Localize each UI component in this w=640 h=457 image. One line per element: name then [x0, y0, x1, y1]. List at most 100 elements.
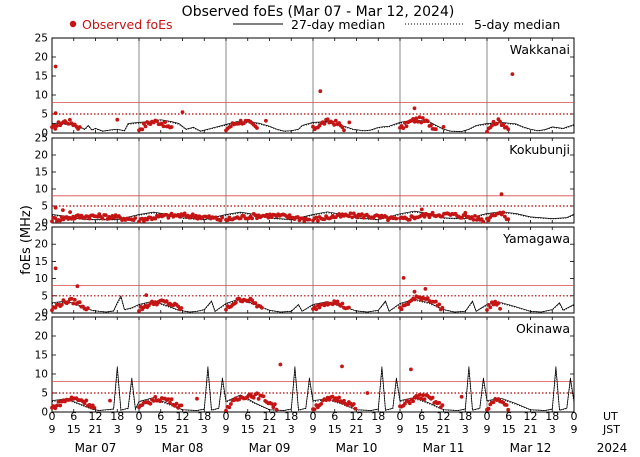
x-tick-label-ut: 18	[284, 410, 298, 423]
x-tick-label-ut: 18	[458, 410, 472, 423]
x-tick-label-jst: 21	[524, 423, 538, 436]
observed-point	[506, 407, 511, 412]
observed-point	[264, 118, 268, 123]
observed-point	[274, 407, 279, 412]
observed-point	[58, 403, 63, 408]
x-tick-label-jst: 9	[223, 423, 230, 436]
observed-point	[314, 307, 319, 312]
observed-point	[53, 305, 58, 310]
x-tick-label-ut: 0	[571, 410, 578, 423]
observed-point	[97, 212, 102, 217]
observed-point	[220, 215, 225, 220]
observed-point	[409, 367, 413, 372]
observed-point	[486, 218, 491, 223]
observed-point	[340, 301, 345, 306]
x-tick-label-ut: 6	[505, 410, 512, 423]
y-tick-label: 5	[41, 109, 48, 121]
observed-point	[158, 399, 163, 404]
y-tick-label: 20	[35, 239, 48, 251]
observed-point	[159, 121, 164, 126]
observed-point	[150, 299, 154, 304]
observed-point	[440, 403, 445, 408]
station-label: Kokubunji	[509, 142, 570, 157]
x-tick-label-ut: 12	[89, 410, 103, 423]
observed-point	[255, 391, 259, 396]
observed-point	[360, 212, 364, 217]
panel-wakkanai: 0 5 10 15 20 25 Wakkanai	[35, 33, 575, 140]
y-tick-label: 25	[35, 33, 48, 45]
observed-point	[55, 124, 59, 128]
x-tick-label-jst: 15	[502, 423, 516, 436]
x-tick-label-jst: 9	[49, 423, 56, 436]
observed-point	[164, 299, 169, 304]
observed-point	[463, 210, 468, 215]
x-year-label: 2024	[597, 441, 628, 455]
legend-observed-label: Observed foEs	[82, 17, 173, 32]
median-5day-line	[51, 120, 575, 133]
observed-point	[69, 296, 74, 301]
observed-point	[420, 116, 425, 120]
observed-point	[66, 121, 71, 126]
observed-point	[55, 403, 59, 408]
x-tick-label-jst: 9	[484, 423, 491, 436]
legend-median27-label: 27-day median	[291, 17, 385, 32]
x-tick-label-ut: 0	[310, 410, 317, 423]
observed-point	[501, 210, 506, 215]
observed-point	[485, 129, 489, 134]
observed-point	[420, 393, 425, 398]
x-tick-label-jst: 9	[397, 423, 404, 436]
observed-point	[278, 362, 283, 367]
observed-point	[100, 216, 105, 221]
y-tick-label: 0	[41, 407, 48, 419]
observed-point	[255, 126, 259, 130]
observed-point	[434, 299, 438, 304]
x-tick-label-jst: 21	[89, 423, 103, 436]
observed-point	[384, 215, 389, 219]
observed-point	[469, 215, 474, 219]
observed-point	[72, 297, 77, 302]
observed-point	[153, 395, 158, 399]
observed-point	[425, 296, 430, 301]
x-tick-label-jst: 3	[375, 423, 382, 436]
observed-point	[58, 218, 63, 223]
observed-point	[481, 219, 486, 224]
observed-point	[264, 212, 269, 217]
x-tick-label-jst: 21	[263, 423, 277, 436]
observed-point	[419, 396, 424, 401]
station-label: Yamagawa	[502, 231, 570, 246]
observed-point	[401, 126, 406, 130]
observed-point	[237, 121, 242, 126]
x-date-label: Mar 11	[423, 441, 465, 455]
legend-observed-marker	[69, 20, 77, 28]
observed-point	[50, 219, 54, 224]
observed-point	[414, 116, 419, 121]
y-tick-label: 25	[35, 312, 48, 324]
observed-point	[498, 306, 502, 311]
observed-point	[441, 125, 446, 129]
observed-point	[148, 401, 153, 406]
observed-point	[68, 210, 72, 215]
observed-point	[87, 216, 92, 221]
observed-point	[229, 124, 233, 129]
x-tick-label-ut: 6	[418, 410, 425, 423]
y-tick-label: 15	[35, 256, 48, 268]
panel-yamagawa: 0 5 10 15 20 25 Yamagawa	[35, 222, 575, 320]
panel-kokubunji: 0 5 10 15 20 25 Kokubunji	[35, 133, 575, 230]
x-date-label: Mar 12	[510, 441, 552, 455]
observed-point	[256, 397, 261, 401]
observed-point	[430, 395, 435, 400]
observed-point	[75, 284, 80, 289]
observed-point	[498, 119, 502, 124]
observed-point	[218, 218, 223, 223]
observed-point	[347, 120, 352, 125]
x-tick-label-jst: 15	[241, 423, 255, 436]
observed-point	[53, 205, 58, 210]
y-tick-label: 15	[35, 167, 48, 179]
observed-point	[195, 396, 199, 401]
x-tick-label-ut: 12	[263, 410, 277, 423]
y-tick-label: 20	[35, 150, 48, 162]
x-tick-label-jst: 3	[114, 423, 121, 436]
x-tick-label-ut: 18	[545, 410, 559, 423]
chart-title: Observed foEs (Mar 07 - Mar 12, 2024)	[182, 4, 455, 20]
x-tick-label-ut: 12	[524, 410, 538, 423]
